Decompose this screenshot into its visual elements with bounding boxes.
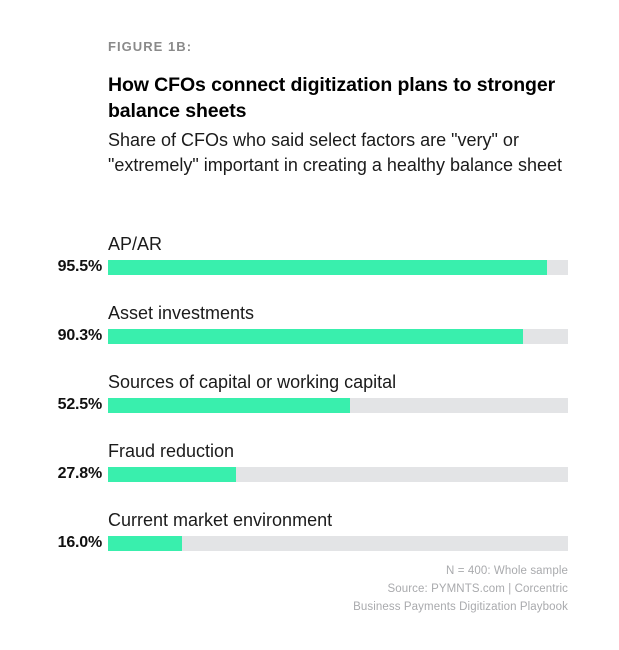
bar-value-label: 16.0% xyxy=(57,534,103,551)
bar-value-label: 27.8% xyxy=(57,465,103,482)
bar-fill xyxy=(108,329,524,344)
bar-value-label: 90.3% xyxy=(57,327,103,344)
chart-row: Current market environment 16.0% xyxy=(0,508,619,577)
bar-track xyxy=(108,398,568,413)
bar-category-label: Sources of capital or working capital xyxy=(108,372,397,392)
footnote-source: Source: PYMNTS.com | Corcentric xyxy=(387,583,568,595)
bar-track xyxy=(108,536,568,551)
bar-value-label: 95.5% xyxy=(57,258,103,275)
bar-track xyxy=(108,260,568,275)
bar-category-label: AP/AR xyxy=(108,234,163,254)
footnote-publication: Business Payments Digitization Playbook xyxy=(353,601,568,613)
chart-row: AP/AR 95.5% xyxy=(0,232,619,301)
bar-fill xyxy=(108,398,350,413)
chart-title: How CFOs connect digitization plans to s… xyxy=(108,74,556,122)
bar-category-label: Current market environment xyxy=(108,510,333,530)
chart-subtitle: Share of CFOs who said select factors ar… xyxy=(108,130,563,175)
bar-fill xyxy=(108,467,236,482)
figure-kicker: FIGURE 1B: xyxy=(108,39,193,54)
bar-value-label: 52.5% xyxy=(57,396,103,413)
bar-category-label: Fraud reduction xyxy=(108,441,235,461)
footnote-sample: N = 400: Whole sample xyxy=(446,565,568,577)
chart-header: FIGURE 1B: How CFOs connect digitization… xyxy=(108,38,588,178)
bar-track xyxy=(108,329,568,344)
bar-fill xyxy=(108,260,548,275)
bar-category-label: Asset investments xyxy=(108,303,255,323)
bar-chart: AP/AR 95.5% Asset investments 90.3% Sour… xyxy=(0,232,619,577)
bar-fill xyxy=(108,536,182,551)
chart-footnotes: N = 400: Whole sample Source: PYMNTS.com… xyxy=(0,562,568,616)
chart-row: Asset investments 90.3% xyxy=(0,301,619,370)
bar-track xyxy=(108,467,568,482)
chart-row: Sources of capital or working capital 52… xyxy=(0,370,619,439)
chart-row: Fraud reduction 27.8% xyxy=(0,439,619,508)
